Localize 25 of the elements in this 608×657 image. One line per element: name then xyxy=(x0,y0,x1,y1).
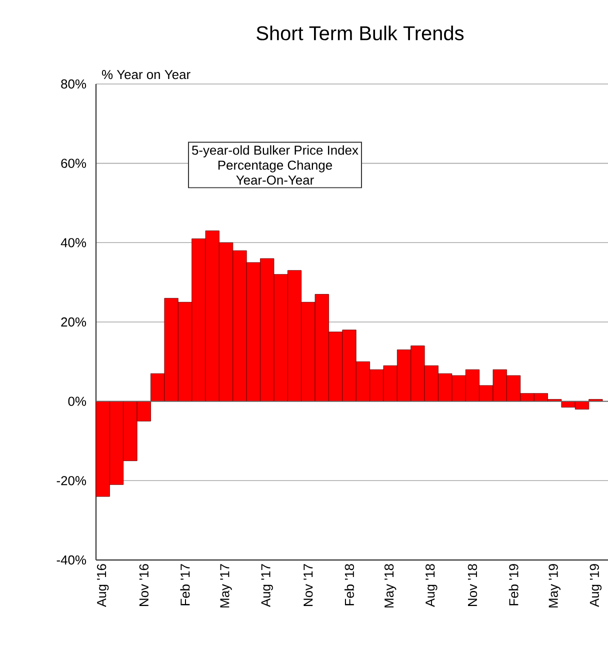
x-tick-label: Nov '18 xyxy=(468,564,478,606)
x-tick-label: Aug '17 xyxy=(261,564,273,608)
x-tick-label: Nov '17 xyxy=(304,564,313,606)
x-tick-label: Aug '16 xyxy=(96,564,109,608)
x-tick-label: May '18 xyxy=(384,564,396,608)
x-tick-label: Aug '18 xyxy=(426,564,438,608)
y-tick-label: -20% xyxy=(56,476,86,486)
y-tick-label: 40% xyxy=(60,238,86,248)
y-axis-title: % Year on Year xyxy=(102,70,190,80)
y-tick-label: 80% xyxy=(61,79,86,89)
y-tick-label: 20% xyxy=(61,317,86,327)
x-tick-label: Feb '17 xyxy=(180,564,190,606)
annotation: Year-On-Year xyxy=(236,176,314,185)
x-tick-label: Feb '19 xyxy=(508,564,518,606)
x-tick-label: Aug '19 xyxy=(590,564,602,608)
x-tick-label: Nov '16 xyxy=(139,564,148,606)
annotation: 5-year-old Bulker Price Index xyxy=(192,145,358,158)
annotation: Percentage Change xyxy=(218,160,332,172)
x-tick-label: Feb '18 xyxy=(344,564,354,606)
y-tick-label: -40% xyxy=(56,555,86,565)
chart-title: Short Term Bulk Trends xyxy=(256,26,464,40)
x-tick-label: May '19 xyxy=(548,564,560,608)
x-tick-label: May '17 xyxy=(220,564,232,608)
y-tick-label: 60% xyxy=(61,158,86,168)
y-tick-label: 0% xyxy=(68,396,86,406)
